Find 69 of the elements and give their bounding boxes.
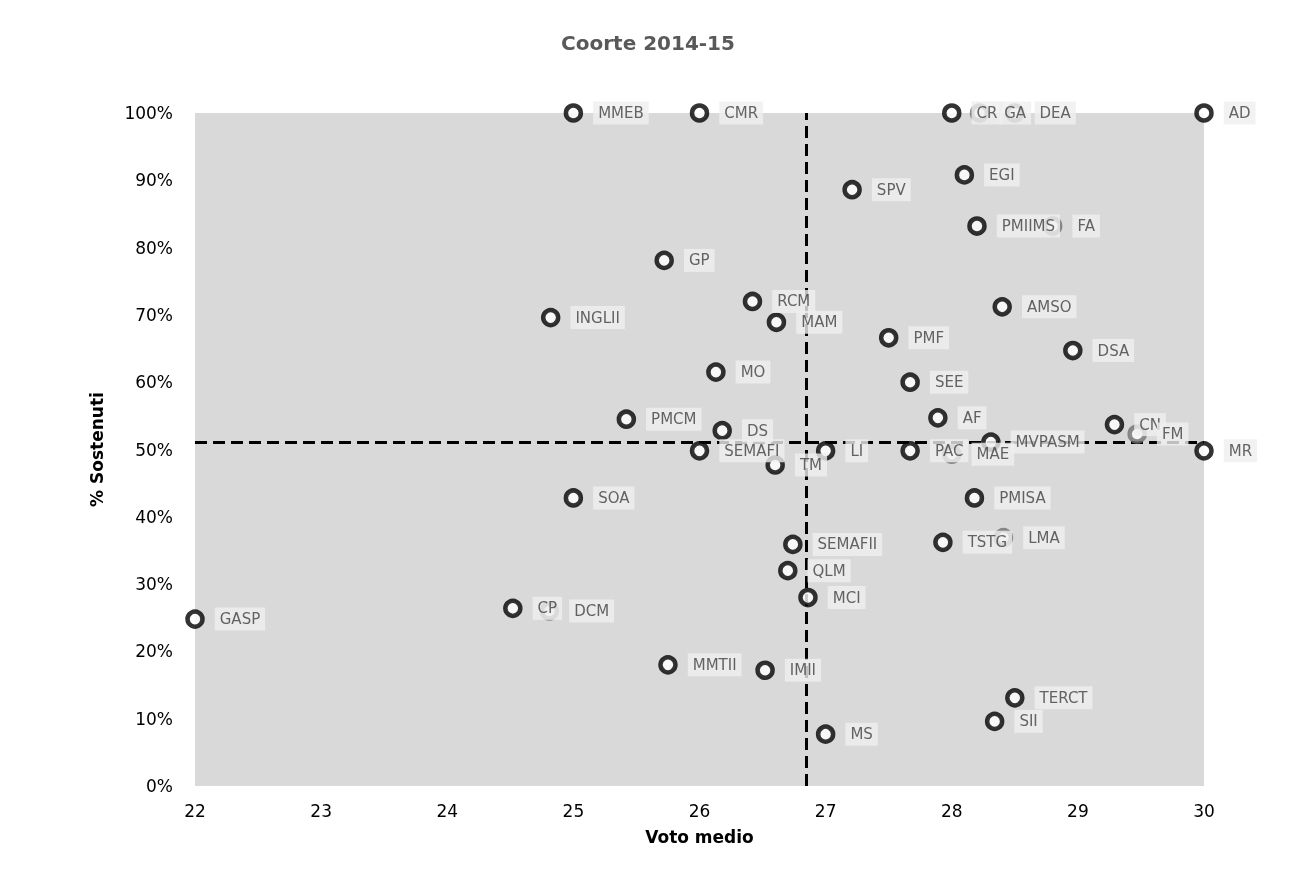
y-tick-label: 40% xyxy=(135,506,173,527)
data-label: MAE xyxy=(976,445,1010,464)
data-label: INGLII xyxy=(575,308,620,327)
y-tick-label: 0% xyxy=(146,776,173,796)
data-label: MVPASM xyxy=(1015,433,1080,452)
data-label: QLM xyxy=(812,561,846,580)
x-tick-label: 30 xyxy=(1193,800,1215,821)
x-axis-title: Voto medio xyxy=(645,826,754,847)
y-tick-label: 50% xyxy=(135,439,173,460)
data-label: FM xyxy=(1161,425,1184,444)
data-label: SEE xyxy=(934,373,964,392)
data-label: MAM xyxy=(801,313,838,332)
data-label: CR xyxy=(976,104,998,122)
data-label: PMCM xyxy=(651,410,697,429)
data-label: GP xyxy=(688,251,710,270)
data-label: AD xyxy=(1228,104,1251,122)
x-tick-label: 22 xyxy=(184,800,206,821)
data-label: MMEB xyxy=(598,104,644,122)
data-label: SII xyxy=(1019,712,1038,731)
data-label: LI xyxy=(850,441,864,460)
data-label: CP xyxy=(537,599,558,618)
data-label: GASP xyxy=(219,610,261,629)
y-tick-label: 10% xyxy=(135,708,173,729)
y-axis-title: % Sostenuti xyxy=(86,392,107,507)
data-label: SOA xyxy=(598,488,631,507)
data-label: FA xyxy=(1077,217,1096,236)
y-tick-label: 90% xyxy=(135,170,173,191)
data-label: TSTG xyxy=(966,533,1008,552)
x-tick-label: 25 xyxy=(562,800,585,821)
data-label: DEA xyxy=(1039,104,1072,122)
data-label: SPV xyxy=(876,180,907,199)
data-label: DCM xyxy=(574,602,610,621)
data-label: SEMAFII xyxy=(817,535,878,554)
x-tick-label: 28 xyxy=(940,800,963,821)
data-label: PMIIMS xyxy=(1001,217,1056,236)
x-tick-label: 24 xyxy=(436,800,459,821)
y-tick-label: 80% xyxy=(135,237,173,258)
y-tick-label: 70% xyxy=(135,304,173,325)
data-label: LMA xyxy=(1028,528,1061,547)
data-label: PMF xyxy=(913,328,945,347)
data-label: DSA xyxy=(1097,341,1130,360)
data-label: PMISA xyxy=(999,488,1047,507)
x-tick-label: 29 xyxy=(1067,800,1089,821)
data-label: MMTII xyxy=(692,655,737,674)
data-label: AF xyxy=(962,408,982,427)
x-tick-label: 23 xyxy=(310,800,332,821)
data-label: MCI xyxy=(832,588,861,607)
data-label: TERCT xyxy=(1038,688,1089,707)
chart-title: Coorte 2014-15 xyxy=(561,31,735,55)
data-label: MR xyxy=(1228,441,1253,460)
data-label: IMII xyxy=(789,661,817,680)
data-label: MS xyxy=(850,725,873,744)
data-label: AMSO xyxy=(1026,297,1072,316)
data-label: TM xyxy=(798,455,823,474)
data-label: SEMAFI xyxy=(724,441,780,460)
data-label: PAC xyxy=(934,441,964,460)
x-tick-label: 27 xyxy=(814,800,837,821)
x-tick-label: 26 xyxy=(688,800,711,821)
data-label: CN xyxy=(1139,415,1161,434)
data-label: RCM xyxy=(777,292,811,311)
data-label: MO xyxy=(740,363,766,382)
y-tick-label: 60% xyxy=(135,372,173,393)
data-label: DS xyxy=(746,421,769,440)
y-tick-label: 100% xyxy=(124,103,173,123)
data-label: GA xyxy=(1004,104,1027,122)
data-label: EGI xyxy=(989,165,1015,184)
y-tick-label: 20% xyxy=(135,641,173,662)
y-tick-label: 30% xyxy=(135,574,173,595)
data-label: CMR xyxy=(724,104,759,122)
